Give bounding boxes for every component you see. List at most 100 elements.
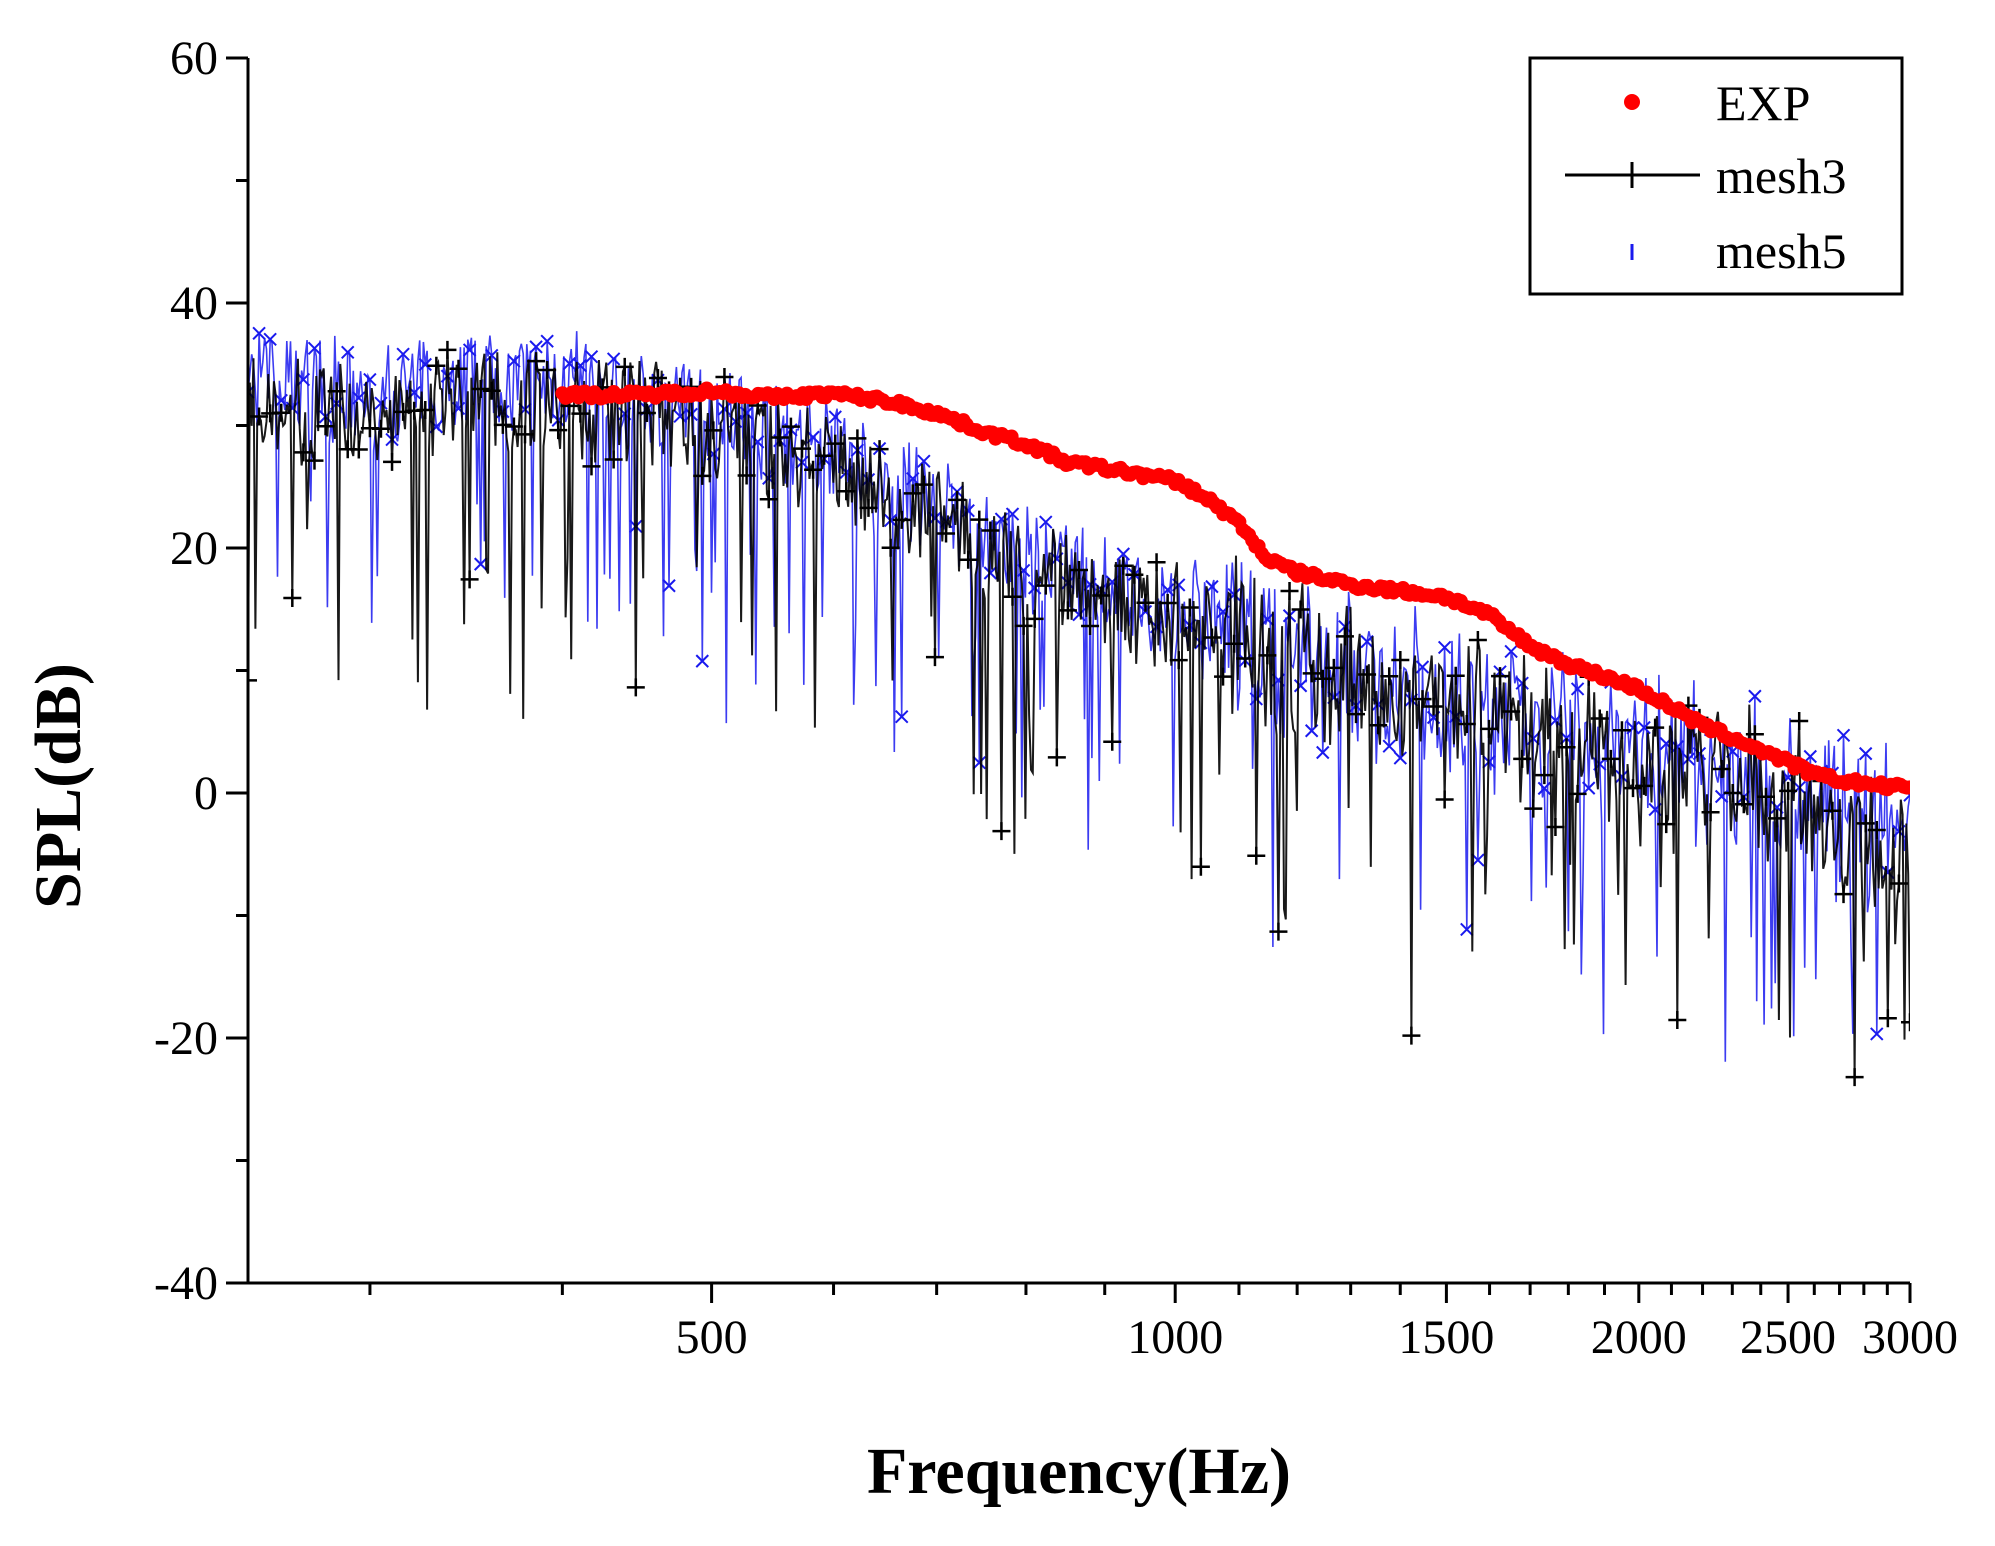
series-mesh3-marker bbox=[925, 648, 944, 667]
series-mesh3-marker bbox=[1646, 718, 1665, 737]
y-tick-label: 20 bbox=[170, 522, 218, 575]
series-mesh5-marker bbox=[1803, 749, 1817, 764]
series-mesh5-marker bbox=[529, 340, 543, 354]
series-mesh5-marker bbox=[1116, 547, 1131, 561]
series-mesh3-marker bbox=[837, 482, 856, 501]
legend-label-mesh5: mesh5 bbox=[1716, 223, 1847, 279]
legend-swatch-mesh3-marker bbox=[1619, 162, 1645, 188]
series-mesh3-marker bbox=[804, 460, 823, 479]
x-tick-label: 2000 bbox=[1591, 1311, 1687, 1364]
legend-swatch-exp bbox=[1624, 94, 1640, 110]
series-mesh3-marker bbox=[516, 425, 534, 444]
series-mesh3-marker bbox=[248, 671, 257, 690]
series-mesh3-marker bbox=[571, 404, 590, 423]
series-mesh3-marker bbox=[1003, 587, 1022, 606]
x-tick-label: 2500 bbox=[1740, 1311, 1836, 1364]
series-mesh3-marker bbox=[1601, 749, 1620, 768]
series-mesh3-marker bbox=[848, 429, 867, 448]
series-mesh3-marker bbox=[1413, 690, 1432, 709]
series-mesh3-marker bbox=[781, 417, 800, 436]
series-mesh5-marker bbox=[662, 579, 676, 593]
series-mesh3-marker bbox=[1768, 809, 1787, 828]
series-mesh3-marker bbox=[493, 415, 512, 434]
series-mesh5-marker bbox=[1836, 728, 1851, 743]
series-mesh5-marker bbox=[485, 348, 499, 363]
series-mesh5-marker bbox=[1515, 676, 1529, 690]
series-mesh5-marker bbox=[917, 454, 931, 468]
series-mesh3-marker bbox=[1823, 801, 1842, 820]
series-mesh3-marker bbox=[1358, 665, 1377, 684]
series-mesh5-marker bbox=[673, 409, 687, 424]
series-mesh3-marker bbox=[793, 439, 811, 458]
series-mesh5-marker bbox=[562, 356, 577, 371]
series-mesh3-marker bbox=[1513, 749, 1532, 768]
series-mesh3-marker bbox=[416, 400, 435, 419]
series-mesh3-marker bbox=[1845, 1068, 1864, 1087]
series-mesh3-marker bbox=[1302, 664, 1321, 683]
series-mesh5-marker bbox=[341, 345, 355, 360]
series-mesh3-marker bbox=[914, 475, 933, 494]
series-mesh5-marker bbox=[1415, 660, 1430, 674]
series-mesh3-marker bbox=[1391, 650, 1410, 669]
series-mesh3-marker bbox=[1036, 576, 1055, 595]
series-mesh3-marker bbox=[1070, 560, 1088, 579]
series-mesh3-marker bbox=[615, 357, 634, 376]
series-mesh3-marker bbox=[1313, 669, 1332, 688]
series-mesh3-marker bbox=[1867, 820, 1886, 839]
series-mesh3-marker bbox=[1701, 803, 1720, 822]
series-mesh3-marker bbox=[1125, 565, 1144, 584]
series-mesh3-marker bbox=[948, 490, 967, 509]
series-mesh3-marker bbox=[1479, 719, 1498, 738]
series-mesh3-marker bbox=[1491, 667, 1510, 686]
series-mesh3-marker bbox=[1402, 1026, 1421, 1045]
series-mesh3-marker bbox=[881, 538, 900, 557]
series-mesh5-marker bbox=[1005, 507, 1020, 521]
series-mesh3-marker bbox=[637, 403, 656, 422]
series-mesh3-marker bbox=[981, 521, 1000, 540]
series-mesh3-marker bbox=[759, 490, 778, 509]
series-mesh3-marker bbox=[1734, 795, 1753, 814]
series-mesh5-marker bbox=[352, 391, 366, 405]
series-mesh3-marker bbox=[1202, 628, 1221, 647]
series-mesh3-marker bbox=[582, 457, 601, 476]
series-mesh5-marker bbox=[1637, 720, 1651, 735]
series-mesh3-marker bbox=[970, 510, 989, 529]
series-mesh3-marker bbox=[959, 550, 978, 569]
series-mesh5-marker bbox=[1382, 739, 1396, 753]
series-mesh3-marker bbox=[1668, 1011, 1687, 1030]
series-mesh5-marker bbox=[717, 402, 732, 416]
series-mesh3-marker bbox=[1258, 646, 1277, 665]
series-mesh5-marker bbox=[972, 755, 986, 770]
series-mesh3-marker bbox=[1557, 738, 1576, 757]
series-mesh5-marker bbox=[396, 347, 410, 361]
series-mesh3-marker bbox=[1169, 651, 1188, 670]
legend: EXP mesh3 mesh5 bbox=[1528, 56, 1904, 296]
series-mesh3-marker bbox=[349, 440, 368, 459]
series-mesh3-marker bbox=[1014, 616, 1033, 635]
series-mesh5-marker bbox=[1316, 745, 1330, 760]
series-mesh5-marker bbox=[1537, 781, 1552, 796]
series-mesh5-marker bbox=[1692, 746, 1707, 761]
series-mesh3-marker bbox=[1712, 759, 1731, 778]
series-mesh3-marker bbox=[549, 421, 568, 440]
series-mesh3-marker bbox=[1380, 667, 1399, 686]
series-mesh3-marker bbox=[815, 446, 834, 465]
series-mesh3-marker bbox=[283, 588, 302, 607]
series-mesh5-marker bbox=[1615, 769, 1629, 784]
axes: -40 -20 0 20 40 60 500 1000 1500 2000 2500 3000 bbox=[154, 32, 1958, 1364]
exp-point bbox=[1903, 780, 1910, 795]
series-mesh5-marker bbox=[1160, 583, 1175, 597]
series-mesh5-marker bbox=[1437, 640, 1452, 655]
series-mesh5-marker bbox=[739, 406, 754, 420]
series-mesh5-marker bbox=[895, 709, 909, 724]
series-mesh3-marker bbox=[826, 434, 845, 453]
series-exp bbox=[555, 381, 1910, 797]
series-mesh3-marker bbox=[327, 382, 346, 401]
series-mesh3-marker bbox=[438, 340, 457, 359]
series-mesh5-marker bbox=[252, 326, 266, 341]
series-mesh3-marker bbox=[1524, 799, 1543, 818]
series-mesh3-marker bbox=[870, 440, 889, 459]
series-mesh5-marker bbox=[1460, 922, 1474, 937]
series-mesh5-marker bbox=[1393, 751, 1408, 765]
series-mesh5-marker bbox=[828, 410, 842, 424]
